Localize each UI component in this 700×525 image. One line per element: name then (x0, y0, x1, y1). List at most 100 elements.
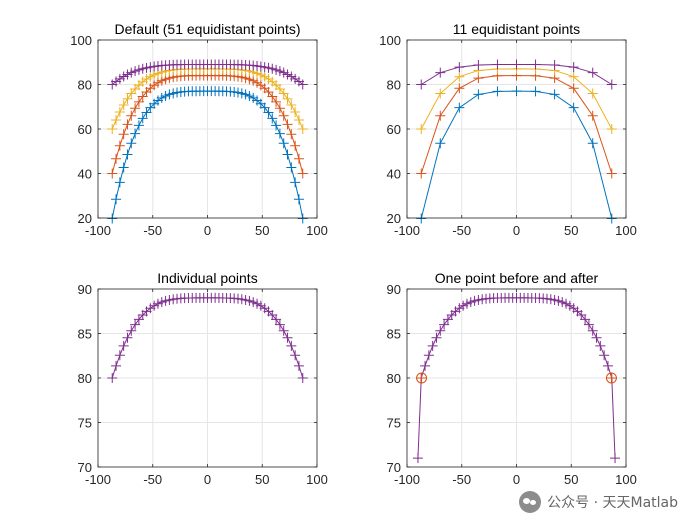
data-point-marker (293, 360, 304, 371)
subplot-title: Individual points (157, 270, 257, 286)
x-tick-label: 100 (306, 472, 328, 487)
data-point-marker (271, 314, 282, 325)
data-point-marker (511, 86, 522, 97)
x-tick-label: -50 (143, 472, 162, 487)
watermark-text: 公众号 · 天天Matlab (547, 495, 678, 511)
data-point-marker (602, 360, 613, 371)
data-point-marker (606, 213, 617, 224)
data-point-marker (587, 325, 598, 336)
data-point-marker (293, 153, 304, 164)
data-point-marker (293, 194, 304, 205)
y-tick-label: 40 (387, 167, 401, 182)
y-tick-label: 80 (387, 371, 401, 386)
data-point-marker (416, 168, 427, 179)
y-tick-label: 80 (78, 371, 92, 386)
y-tick-label: 40 (78, 167, 92, 182)
data-point-marker (278, 88, 289, 99)
y-tick-label: 85 (387, 327, 401, 342)
data-point-marker (290, 177, 301, 188)
subplot-title: 11 equidistant points (453, 21, 580, 37)
x-tick-label: 50 (255, 223, 269, 238)
y-tick-label: 75 (78, 416, 92, 431)
data-point-marker (122, 149, 133, 160)
data-point-marker (137, 113, 148, 124)
data-point-marker (606, 79, 617, 90)
subplot-1: -100 -50 0 50 100 20 40 60 80 100 Default (51 equi… (70, 21, 328, 238)
data-point-marker (454, 62, 465, 73)
data-point-marker (107, 168, 118, 179)
data-point-marker (122, 332, 133, 343)
data-point-marker (267, 91, 278, 102)
axes-frame (97, 288, 318, 468)
data-point-marker (118, 99, 129, 110)
data-point-marker (580, 314, 591, 325)
data-point-marker (130, 128, 141, 139)
x-tick-label: 0 (513, 223, 520, 238)
data-point-marker (454, 83, 465, 94)
x-tick-label: 50 (564, 472, 578, 487)
data-point-marker (587, 88, 598, 99)
data-point-marker (290, 140, 301, 151)
x-tick-label: -50 (452, 472, 471, 487)
data-point-marker (133, 120, 144, 131)
data-point-marker (114, 106, 125, 117)
x-tick-label: 100 (306, 223, 328, 238)
circle-marker-cross (416, 373, 427, 383)
data-point-marker (454, 102, 465, 113)
y-tick-label: 100 (379, 33, 401, 48)
data-point-marker (114, 177, 125, 188)
data-point-marker (122, 93, 133, 104)
data-point-marker (454, 71, 465, 82)
data-point-marker (610, 453, 621, 464)
x-tick-label: 50 (564, 223, 578, 238)
data-point-marker (297, 79, 308, 90)
data-point-marker (583, 319, 594, 330)
data-point-marker (122, 119, 133, 130)
x-tick-label: -100 (394, 472, 420, 487)
y-tick-label: 60 (387, 122, 401, 137)
data-point-marker (435, 67, 446, 78)
x-tick-label: -50 (452, 223, 471, 238)
data-point-marker (297, 168, 308, 179)
data-point-marker (416, 79, 427, 90)
y-tick-label: 90 (387, 282, 401, 297)
data-point-marker (568, 102, 579, 113)
y-tick-label: 85 (78, 327, 92, 342)
x-tick-label: -50 (143, 223, 162, 238)
data-point-marker (126, 325, 137, 336)
data-point-marker (278, 110, 289, 121)
data-point-marker (412, 453, 423, 464)
subplot-title: One point before and after (435, 270, 599, 286)
subplot-2: -100 -50 0 50 100 20 40 60 80 100 11 equidistant p… (379, 21, 637, 238)
data-point-marker (416, 124, 427, 134)
data-point-marker (107, 124, 118, 134)
data-point-marker (591, 332, 602, 343)
data-point-marker (297, 124, 308, 134)
axes-frame (406, 288, 627, 468)
data-point-marker (549, 89, 560, 100)
data-point-marker (133, 96, 144, 107)
y-tick-label: 60 (78, 122, 92, 137)
x-tick-label: -100 (85, 472, 111, 487)
data-point-marker (530, 59, 541, 70)
data-point-marker (126, 110, 137, 121)
data-point-marker (282, 332, 293, 343)
data-point-marker (111, 194, 122, 205)
data-point-marker (416, 213, 427, 224)
y-tick-label: 75 (387, 416, 401, 431)
y-tick-label: 100 (70, 33, 92, 48)
data-point-marker (118, 340, 129, 351)
data-point-marker (107, 373, 118, 383)
data-point-marker (111, 114, 122, 125)
y-tick-label: 20 (387, 211, 401, 226)
y-tick-label: 80 (387, 78, 401, 93)
data-point-marker (118, 162, 129, 173)
data-point-marker (435, 110, 446, 121)
data-point-marker (423, 350, 434, 361)
data-point-marker (107, 213, 118, 224)
data-point-marker (286, 340, 297, 351)
data-point-marker (290, 350, 301, 361)
data-point-marker (568, 71, 579, 82)
data-point-marker (293, 114, 304, 125)
